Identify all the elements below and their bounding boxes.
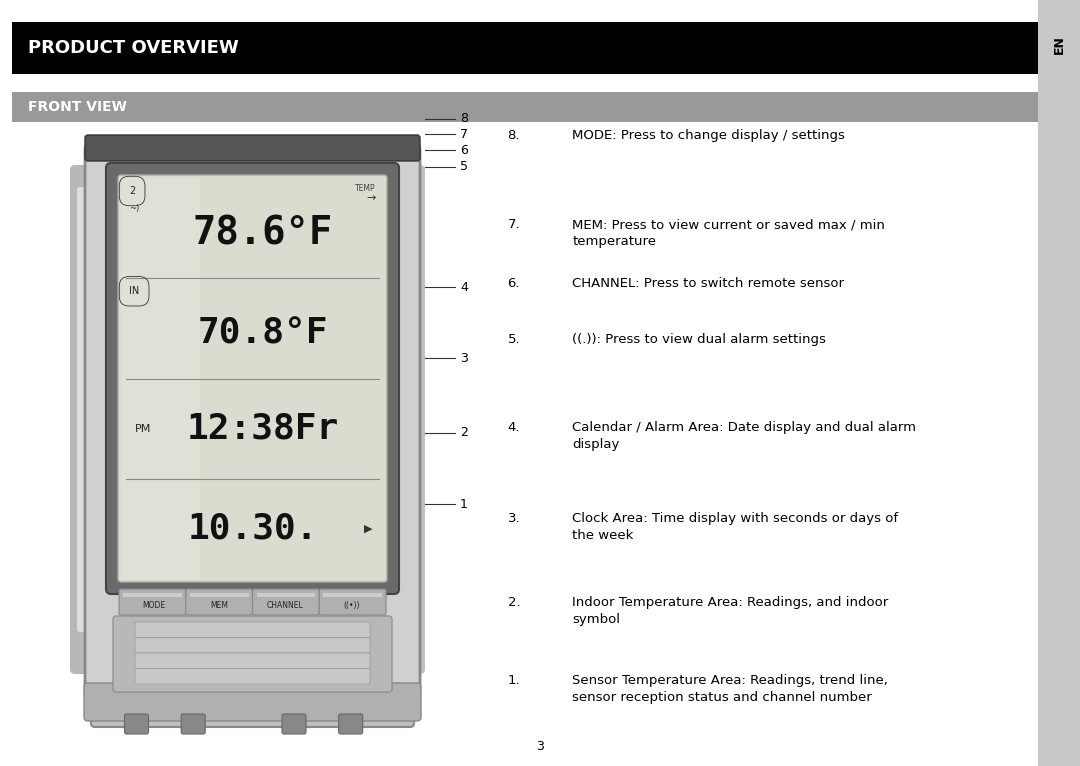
Text: ~): ~)	[129, 204, 139, 213]
FancyBboxPatch shape	[91, 687, 414, 727]
FancyBboxPatch shape	[135, 637, 370, 653]
Bar	[12, 22, 1038, 74]
FancyBboxPatch shape	[113, 616, 392, 692]
Text: Calendar / Alarm Area: Date display and dual alarm
display: Calendar / Alarm Area: Date display and …	[572, 421, 917, 451]
FancyBboxPatch shape	[85, 142, 420, 697]
Text: 70.8°F: 70.8°F	[198, 316, 327, 350]
Text: TEMP: TEMP	[355, 184, 376, 193]
Bar	[12, 92, 1038, 122]
Text: 3.: 3.	[508, 512, 521, 525]
FancyBboxPatch shape	[253, 589, 320, 615]
FancyBboxPatch shape	[77, 187, 95, 632]
Text: 5.: 5.	[508, 333, 521, 346]
FancyBboxPatch shape	[186, 589, 253, 615]
Text: CHANNEL: CHANNEL	[267, 601, 303, 610]
FancyBboxPatch shape	[119, 589, 186, 615]
Text: 3: 3	[460, 352, 468, 365]
Text: ((.)): Press to view dual alarm settings: ((.)): Press to view dual alarm settings	[572, 333, 826, 346]
FancyBboxPatch shape	[320, 589, 386, 615]
Text: 2.: 2.	[508, 596, 521, 609]
FancyBboxPatch shape	[339, 714, 363, 734]
Text: 5: 5	[460, 161, 468, 173]
Text: →: →	[366, 193, 376, 203]
Text: Sensor Temperature Area: Readings, trend line,
sensor reception status and chann: Sensor Temperature Area: Readings, trend…	[572, 674, 888, 704]
Bar	[121, 178, 200, 579]
Bar	[323, 593, 382, 597]
Text: 4.: 4.	[508, 421, 521, 434]
Text: ▶: ▶	[364, 524, 372, 534]
Bar	[190, 593, 248, 597]
FancyBboxPatch shape	[70, 165, 108, 674]
Text: 7: 7	[460, 128, 468, 140]
FancyBboxPatch shape	[135, 622, 370, 637]
Text: MEM: MEM	[211, 601, 229, 610]
Text: 3: 3	[536, 739, 544, 752]
FancyBboxPatch shape	[387, 165, 426, 674]
Text: 8: 8	[460, 113, 468, 125]
Text: IN: IN	[129, 286, 139, 296]
FancyBboxPatch shape	[282, 714, 306, 734]
Text: PRODUCT OVERVIEW: PRODUCT OVERVIEW	[28, 39, 239, 57]
Text: 1.: 1.	[508, 674, 521, 687]
Text: MEM: Press to view current or saved max / min
temperature: MEM: Press to view current or saved max …	[572, 218, 886, 248]
Text: Indoor Temperature Area: Readings, and indoor
symbol: Indoor Temperature Area: Readings, and i…	[572, 596, 889, 626]
Text: Clock Area: Time display with seconds or days of
the week: Clock Area: Time display with seconds or…	[572, 512, 899, 542]
Text: 1: 1	[460, 498, 468, 510]
FancyBboxPatch shape	[181, 714, 205, 734]
Text: 2: 2	[460, 427, 468, 439]
Text: FRONT VIEW: FRONT VIEW	[28, 100, 126, 114]
FancyBboxPatch shape	[85, 135, 420, 161]
FancyBboxPatch shape	[135, 669, 370, 684]
Text: PM: PM	[135, 424, 151, 434]
Bar	[123, 593, 181, 597]
FancyBboxPatch shape	[124, 714, 149, 734]
Bar	[257, 593, 315, 597]
Text: MODE: MODE	[143, 601, 165, 610]
Text: 2: 2	[129, 186, 135, 196]
FancyBboxPatch shape	[84, 683, 421, 721]
Text: MODE: Press to change display / settings: MODE: Press to change display / settings	[572, 129, 846, 142]
FancyBboxPatch shape	[118, 175, 387, 582]
Text: ((•)): ((•))	[342, 601, 360, 610]
Text: CHANNEL: Press to switch remote sensor: CHANNEL: Press to switch remote sensor	[572, 277, 845, 290]
Text: 7.: 7.	[508, 218, 521, 231]
Text: 78.6°F: 78.6°F	[192, 214, 333, 252]
Text: 10.30.: 10.30.	[187, 512, 318, 546]
Text: EN: EN	[1053, 35, 1066, 54]
Text: 12:38Fr: 12:38Fr	[187, 411, 339, 446]
FancyBboxPatch shape	[135, 653, 370, 669]
Text: 6: 6	[460, 144, 468, 156]
Text: 4: 4	[460, 281, 468, 293]
Text: 8.: 8.	[508, 129, 521, 142]
Bar	[1038, 0, 1080, 766]
FancyBboxPatch shape	[106, 163, 399, 594]
Text: 6.: 6.	[508, 277, 521, 290]
